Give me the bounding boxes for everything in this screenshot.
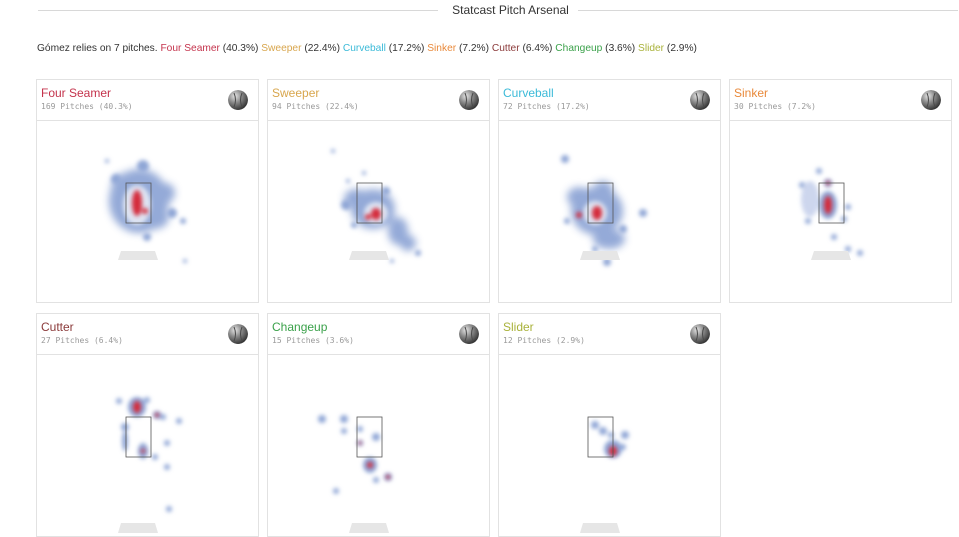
card-pitch-count: 12 Pitches (2.9%)	[503, 336, 585, 345]
heatmap-density	[331, 149, 421, 263]
home-plate	[349, 251, 389, 260]
strike-zone	[125, 416, 152, 458]
pitch-pct: (40.3%)	[222, 43, 259, 54]
card-pitch-name: Sweeper	[272, 86, 320, 100]
card-header: Curveball 72 Pitches (17.2%)	[499, 80, 720, 121]
home-plate	[349, 523, 389, 533]
pitch-pct: (7.2%)	[458, 43, 489, 54]
pitch-location-heatmap	[799, 168, 863, 260]
home-plate	[118, 251, 158, 260]
strike-zone	[125, 182, 152, 224]
card-pitch-count: 169 Pitches (40.3%)	[41, 102, 133, 111]
summary-pitch-sinker: Sinker (7.2%)	[427, 43, 489, 54]
summary-pitch-slider: Slider (2.9%)	[638, 43, 697, 54]
heatmap-density	[116, 397, 182, 512]
baseball-grip-icon[interactable]	[921, 90, 941, 110]
pitch-pct: (6.4%)	[522, 43, 553, 54]
pitch-name: Four Seamer	[160, 43, 220, 54]
baseball-grip-icon[interactable]	[228, 324, 248, 344]
card-pitch-name: Four Seamer	[41, 86, 112, 100]
card-header: Cutter 27 Pitches (6.4%)	[37, 314, 258, 355]
pitch-card-four-seamer[interactable]: Four Seamer 169 Pitches (40.3%)	[36, 79, 259, 303]
pitch-pct: (3.6%)	[605, 43, 636, 54]
pitch-card-sweeper[interactable]: Sweeper 94 Pitches (22.4%)	[267, 79, 490, 303]
card-header: Sinker 30 Pitches (7.2%)	[730, 80, 951, 121]
pitch-name: Changeup	[555, 43, 603, 54]
card-header: Four Seamer 169 Pitches (40.3%)	[37, 80, 258, 121]
pitch-card-curveball[interactable]: Curveball 72 Pitches (17.2%)	[498, 79, 721, 303]
card-pitch-name: Slider	[503, 320, 534, 334]
pitch-name: Sweeper	[261, 43, 302, 54]
pitch-location-heatmap	[116, 397, 182, 533]
pitch-location-heatmap	[331, 149, 421, 263]
summary-pitch-curveball: Curveball (17.2%)	[343, 43, 425, 54]
summary-pitch-changeup: Changeup (3.6%)	[555, 43, 635, 54]
pitch-name: Curveball	[342, 43, 386, 54]
card-pitch-count: 27 Pitches (6.4%)	[41, 336, 123, 345]
card-pitch-count: 30 Pitches (7.2%)	[734, 102, 816, 111]
heatmap-density	[318, 415, 392, 494]
home-plate	[811, 251, 851, 260]
heatmap-density	[799, 168, 863, 256]
header-rule-left	[38, 10, 438, 11]
strike-zone	[356, 182, 383, 224]
card-pitch-count: 72 Pitches (17.2%)	[503, 102, 590, 111]
baseball-grip-icon[interactable]	[459, 324, 479, 344]
card-pitch-name: Cutter	[41, 320, 74, 334]
pitch-location-heatmap	[318, 415, 392, 533]
home-plate	[580, 523, 620, 533]
arsenal-summary: Gómez relies on 7 pitches. Four Seamer (…	[37, 43, 697, 54]
pitch-card-sinker[interactable]: Sinker 30 Pitches (7.2%)	[729, 79, 952, 303]
strike-zone	[818, 182, 845, 224]
home-plate	[118, 523, 158, 533]
pitch-name: Cutter	[491, 43, 520, 54]
pitch-name: Sinker	[427, 43, 457, 54]
pitch-name: Slider	[638, 43, 665, 54]
summary-intro: Gómez relies on 7 pitches.	[37, 43, 158, 54]
pitch-card-slider[interactable]: Slider 12 Pitches (2.9%)	[498, 313, 721, 537]
summary-pitch-sweeper: Sweeper (22.4%)	[261, 43, 340, 54]
strike-zone	[587, 416, 614, 458]
heatmap-density	[105, 159, 187, 263]
card-pitch-name: Changeup	[272, 320, 328, 334]
strike-zone	[356, 416, 383, 458]
card-header: Changeup 15 Pitches (3.6%)	[268, 314, 489, 355]
pitch-card-cutter[interactable]: Cutter 27 Pitches (6.4%)	[36, 313, 259, 537]
baseball-grip-icon[interactable]	[459, 90, 479, 110]
pitch-location-heatmap	[580, 416, 629, 533]
pitch-location-heatmap	[105, 159, 187, 263]
section-header: Statcast Pitch Arsenal	[38, 0, 958, 22]
pitch-location-heatmap	[561, 155, 647, 266]
baseball-grip-icon[interactable]	[690, 90, 710, 110]
heatmap-density	[591, 421, 629, 458]
card-pitch-count: 94 Pitches (22.4%)	[272, 102, 359, 111]
baseball-grip-icon[interactable]	[228, 90, 248, 110]
strike-zone	[587, 182, 614, 224]
card-pitch-name: Curveball	[503, 86, 554, 100]
card-pitch-count: 15 Pitches (3.6%)	[272, 336, 354, 345]
heatmap-density	[561, 155, 647, 266]
home-plate	[580, 251, 620, 260]
card-pitch-name: Sinker	[734, 86, 769, 100]
card-header: Sweeper 94 Pitches (22.4%)	[268, 80, 489, 121]
summary-pitch-cutter: Cutter (6.4%)	[492, 43, 553, 54]
pitch-pct: (22.4%)	[304, 43, 340, 54]
pitch-card-changeup[interactable]: Changeup 15 Pitches (3.6%)	[267, 313, 490, 537]
section-title: Statcast Pitch Arsenal	[452, 3, 569, 17]
card-header: Slider 12 Pitches (2.9%)	[499, 314, 720, 355]
summary-pitch-four-seamer: Four Seamer (40.3%)	[160, 43, 258, 54]
header-rule-right	[578, 10, 958, 11]
baseball-grip-icon[interactable]	[690, 324, 710, 344]
pitch-pct: (2.9%)	[666, 43, 697, 54]
pitch-pct: (17.2%)	[388, 43, 425, 54]
